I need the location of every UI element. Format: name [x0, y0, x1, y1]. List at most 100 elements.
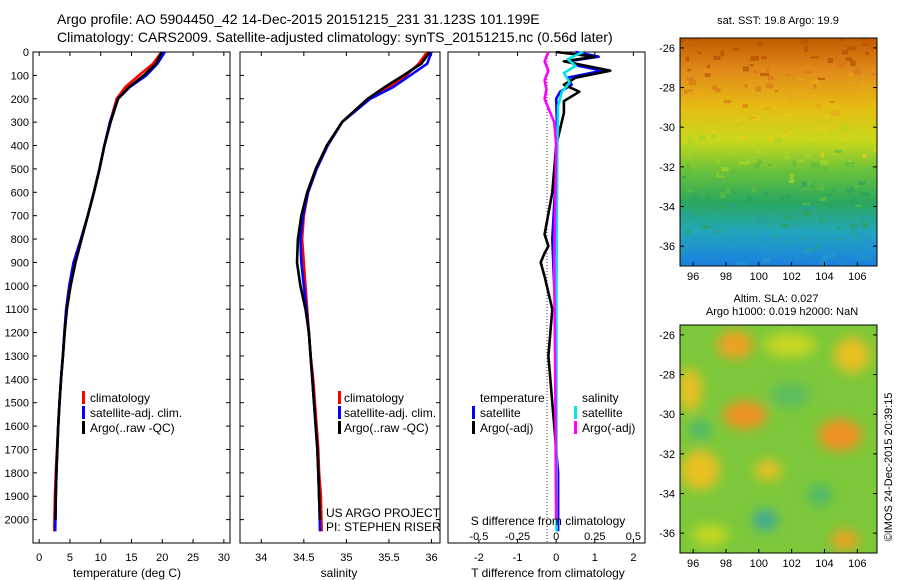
- legend-swatch-s-satellite: [574, 406, 577, 419]
- sst-pixel: [828, 203, 835, 209]
- sst-pixel: [810, 56, 819, 59]
- argo-height-title: Argo h1000: 0.019 h2000: NaN: [706, 306, 858, 318]
- legend-swatch-argo: [82, 421, 85, 434]
- sla-longitude-ticks: 96 98 100 102 104 106: [687, 549, 866, 570]
- sst-pixel: [685, 56, 690, 61]
- sst-pixel: [746, 193, 751, 197]
- legend-swatch-climatology: [338, 391, 341, 404]
- lon-tick-label: 100: [750, 558, 768, 570]
- sst-pixel: [723, 181, 729, 184]
- sst-pixel: [768, 136, 775, 142]
- sst-pixel: [701, 203, 709, 208]
- sst-pixel: [768, 75, 775, 81]
- sst-longitude-ticks: 96 98 100 102 104 106: [687, 262, 866, 283]
- sla-anomaly: [808, 485, 832, 505]
- salinity-depth-ticks: [240, 51, 440, 521]
- sst-pixel: [817, 77, 825, 80]
- figure-title-line1: Argo profile: AO 5904450_42 14-Dec-2015 …: [57, 11, 540, 27]
- sla-map-frame: [679, 324, 878, 554]
- sst-pixel: [755, 86, 762, 92]
- sst-pixel: [736, 261, 741, 266]
- sst-map-frame: [679, 37, 878, 267]
- lat-tick-label: -34: [659, 489, 675, 501]
- sst-pixel: [770, 234, 777, 239]
- x-tick-label: 5: [67, 552, 73, 564]
- sst-pixel: [853, 70, 862, 75]
- sst-pixel: [741, 262, 749, 266]
- sst-pixel: [730, 151, 738, 156]
- sst-pixel: [825, 255, 830, 259]
- sst-pixel: [781, 149, 786, 154]
- sst-pixel: [800, 89, 806, 93]
- sst-pixel: [816, 242, 821, 249]
- sst-pixel: [823, 238, 829, 243]
- sst-pixel: [804, 70, 812, 74]
- sst-pixel: [687, 136, 691, 140]
- legend-title-temperature: temperature: [480, 391, 545, 405]
- sst-pixel: [800, 237, 806, 241]
- sst-pixel: [680, 178, 688, 183]
- sst-pixel: [824, 114, 831, 118]
- sst-pixel: [756, 150, 760, 153]
- sst-pixel: [753, 114, 759, 118]
- sst-pixel: [744, 84, 749, 88]
- x-tick-label: 20: [156, 552, 168, 564]
- sst-pixel: [781, 178, 789, 181]
- sst-pixel: [778, 93, 786, 97]
- legend-swatch-t-satellite: [472, 406, 475, 419]
- lat-tick-label: -26: [659, 330, 675, 342]
- sst-pixel: [780, 134, 789, 137]
- sst-pixel: [849, 230, 853, 235]
- sst-pixel: [864, 168, 869, 172]
- sst-pixel: [687, 139, 695, 144]
- x-tick-label: 30: [218, 552, 230, 564]
- sst-pixel: [811, 261, 815, 265]
- temperature-legend: climatology satellite-adj. clim. Argo(..…: [82, 391, 182, 435]
- sst-pixel: [800, 39, 809, 44]
- sst-pixel: [849, 81, 853, 84]
- sst-pixel: [706, 64, 710, 68]
- sst-pixel: [747, 196, 754, 203]
- sst-pixel: [804, 46, 809, 52]
- sst-pixel: [869, 60, 876, 64]
- sst-heatmap: [680, 38, 877, 266]
- sst-pixel: [784, 113, 793, 118]
- sst-pixel: [717, 205, 727, 209]
- legend-swatch-satellite: [338, 406, 341, 419]
- sst-pixel: [836, 227, 842, 230]
- legend-label-s-argo: Argo(-adj): [582, 421, 635, 435]
- sst-pixel: [845, 162, 855, 168]
- sst-pixel: [763, 191, 769, 196]
- sst-pixel: [860, 204, 869, 208]
- sst-pixel: [774, 264, 781, 266]
- sst-pixel: [827, 193, 832, 197]
- depth-tick-label: 0: [23, 47, 29, 59]
- sst-pixel: [689, 144, 699, 148]
- sst-pixel: [820, 167, 829, 171]
- x-tick-label: 0: [553, 552, 559, 564]
- depth-tick-label: 1100: [5, 304, 29, 316]
- sst-pixel: [794, 254, 798, 260]
- sst-pixel: [792, 160, 797, 167]
- sst-pixel: [801, 202, 811, 206]
- sst-pixel: [850, 60, 856, 67]
- sst-pixel: [801, 250, 810, 255]
- sst-pixel: [856, 253, 865, 260]
- sst-pixel: [697, 51, 702, 55]
- sst-pixel: [861, 38, 867, 41]
- sst-pixel: [747, 85, 751, 89]
- sst-pixel: [749, 64, 754, 67]
- sla-anomaly: [834, 337, 870, 373]
- sst-pixel: [753, 70, 758, 74]
- sst-pixel: [805, 248, 814, 251]
- sst-pixel: [856, 65, 860, 71]
- sst-pixel: [723, 100, 732, 104]
- sst-pixel: [805, 152, 811, 158]
- sst-pixel: [745, 159, 750, 165]
- sst-pixel: [794, 93, 802, 99]
- lon-tick-label: 98: [720, 558, 732, 570]
- depth-tick-label: 1800: [5, 468, 29, 480]
- depth-tick-label: 1700: [5, 444, 29, 456]
- profile-line-argo-raw-qc-: [54, 51, 163, 520]
